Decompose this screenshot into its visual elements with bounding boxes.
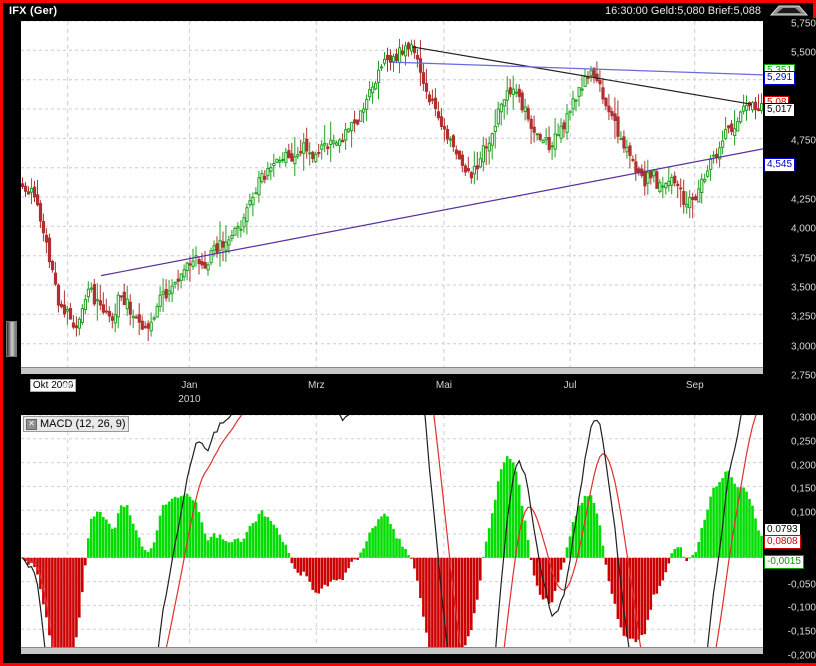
price-axis-tick: 3,250 xyxy=(790,311,816,323)
date-axis-label: Jul xyxy=(563,380,577,391)
date-axis-label: Okt 2009 xyxy=(29,379,77,392)
price-axis-tick: 3,500 xyxy=(790,282,816,294)
price-value-tag[interactable]: 5,017 xyxy=(764,103,796,117)
price-value-tag[interactable]: 4,545 xyxy=(764,158,796,173)
macd-axis-tick: 0,150 xyxy=(790,483,816,495)
macd-legend-label: MACD (12, 26, 9) xyxy=(40,418,126,430)
macd-value-tag[interactable]: 0,0808 xyxy=(764,535,801,549)
window-restore-icon[interactable] xyxy=(769,4,809,17)
date-axis-label: Mai xyxy=(435,380,452,391)
date-axis-label: Mrz xyxy=(307,380,325,391)
macd-axis-tick: 0,100 xyxy=(790,507,816,519)
price-axis-tick: 4,750 xyxy=(790,135,816,147)
window-title: IFX (Ger) xyxy=(9,5,58,17)
price-axis-tick: 3,000 xyxy=(790,341,816,353)
macd-axis-tick: -0,150 xyxy=(787,626,816,638)
price-value-tag[interactable]: 5,291 xyxy=(764,70,796,85)
price-axis-tick: 4,000 xyxy=(790,223,816,235)
macd-value-tag[interactable]: 0.0793 xyxy=(764,523,801,537)
price-y-axis[interactable]: 5,750 5,500 4,750 4,250 4,000 3,750 3,500 3,250… xyxy=(763,18,816,382)
macd-axis-tick: -0,200 xyxy=(787,650,816,662)
macd-axis-tick: 0,200 xyxy=(790,460,816,472)
date-axis-label: ov xyxy=(62,380,74,391)
macd-horizontal-scrollbar[interactable] xyxy=(21,647,763,654)
quote-readout: 16:30:00 Geld:5,080 Brief:5,088 xyxy=(605,5,761,17)
macd-axis-tick: 0,300 xyxy=(790,412,816,424)
macd-plot-area[interactable] xyxy=(21,415,763,653)
price-axis-tick: 5,500 xyxy=(790,47,816,59)
price-axis-tick: 3,750 xyxy=(790,253,816,265)
macd-panel: ✕ MACD (12, 26, 9) 0,300 0,250 0,200 0,150 0… xyxy=(6,408,816,663)
price-x-axis[interactable]: Okt 2009 ov Jan 2010 Mrz Mai Jul Sep xyxy=(21,376,763,408)
macd-axis-tick: -0,050 xyxy=(787,579,816,591)
price-axis-tick: 2,750 xyxy=(790,370,816,382)
price-axis-tick: 5,750 xyxy=(790,18,816,30)
macd-legend[interactable]: ✕ MACD (12, 26, 9) xyxy=(23,416,129,432)
price-axis-tick: 4,250 xyxy=(790,194,816,206)
price-panel: 5,750 5,500 4,750 4,250 4,000 3,750 3,500 3,250… xyxy=(6,18,816,408)
macd-y-axis[interactable]: 0,300 0,250 0,200 0,150 0,100 -0,050 -0,100 -0,… xyxy=(763,412,816,662)
macd-axis-tick: 0,250 xyxy=(790,436,816,448)
close-icon[interactable]: ✕ xyxy=(26,418,37,430)
date-axis-label: Jan xyxy=(181,380,198,391)
macd-axis-tick: -0,100 xyxy=(787,602,816,614)
panel-resize-handle[interactable] xyxy=(6,321,17,357)
price-plot-area[interactable] xyxy=(21,21,763,373)
price-candles-svg xyxy=(21,21,763,373)
date-axis-label: 2010 xyxy=(178,394,201,405)
macd-series-svg xyxy=(21,415,763,653)
price-horizontal-scrollbar[interactable] xyxy=(21,367,763,374)
macd-value-tag[interactable]: -0,0015 xyxy=(764,554,804,569)
date-axis-label: Sep xyxy=(685,380,704,391)
